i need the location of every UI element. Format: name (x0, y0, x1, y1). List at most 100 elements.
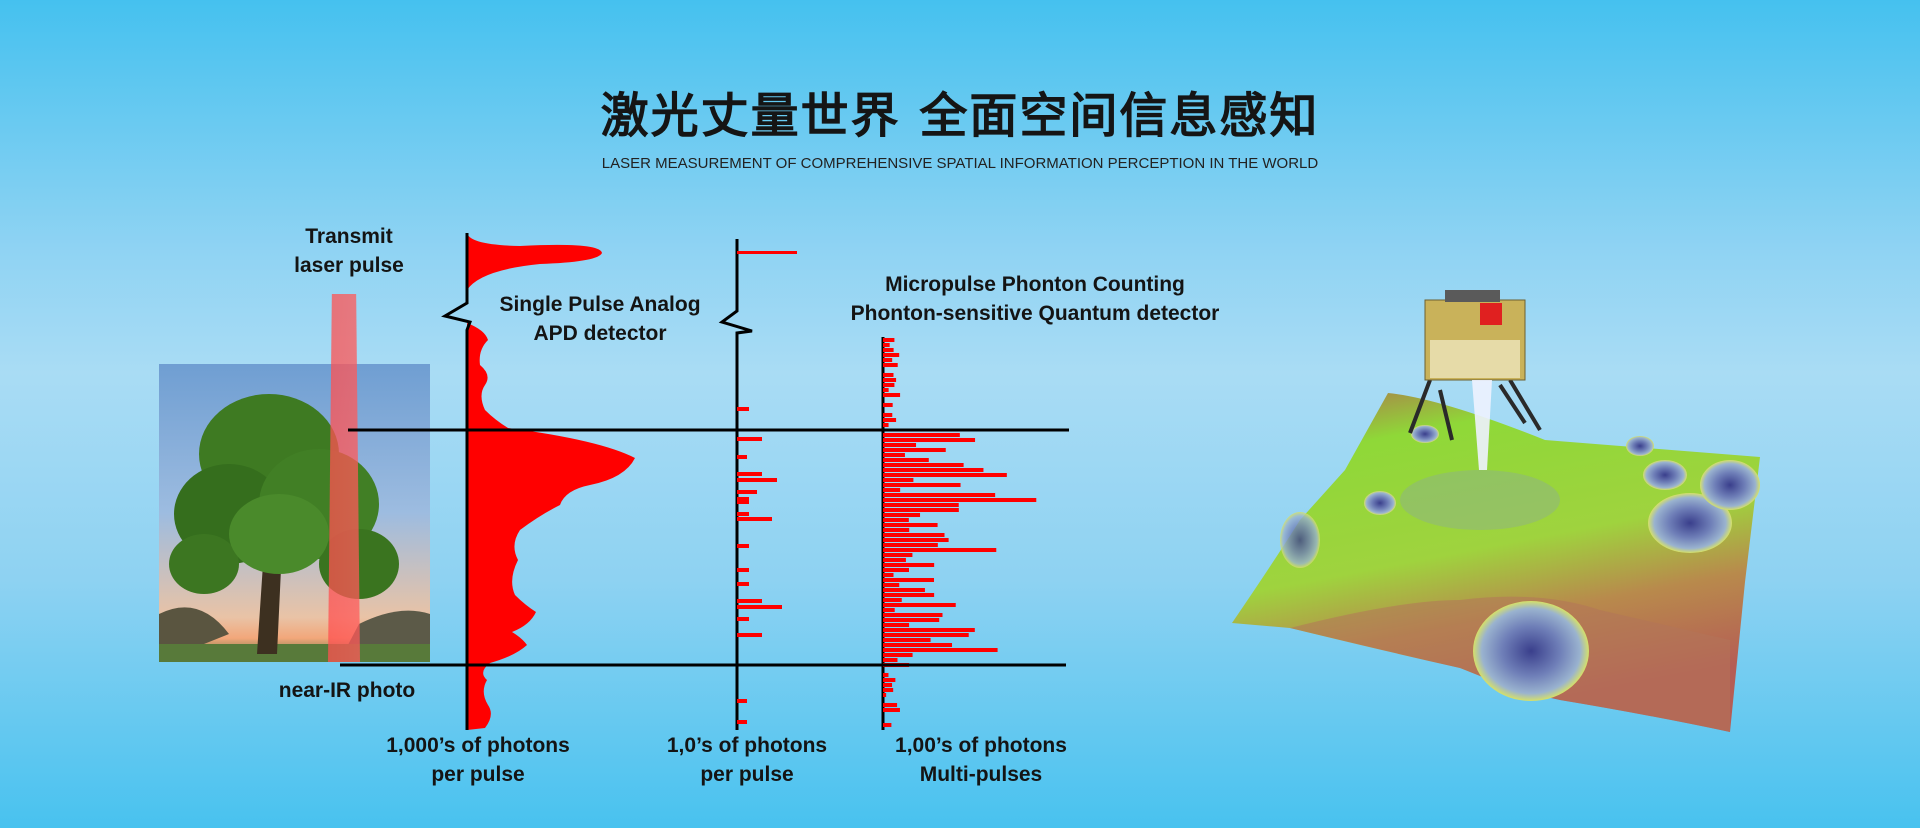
col1-label: 1,000’s of photons per pulse (358, 731, 598, 789)
photon-bar (883, 593, 935, 597)
axis-single-photon (718, 239, 753, 730)
photon-bar (737, 699, 747, 703)
photo-label: near-IR photo (278, 679, 416, 702)
photon-bar (883, 648, 998, 652)
col2-label-line2: per pulse (700, 763, 794, 786)
photon-bar (883, 493, 996, 497)
photon-bar (883, 553, 913, 557)
photon-bar (883, 608, 895, 612)
single-photon-returns (737, 251, 797, 724)
photon-bar (883, 473, 1007, 477)
transmit-label-line2: laser pulse (294, 254, 404, 277)
photon-bar (737, 455, 747, 459)
transmit-label-line1: Transmit (305, 225, 393, 248)
photon-bar (737, 568, 749, 572)
photon-bar (883, 373, 894, 377)
analog-waveform-main (467, 323, 635, 730)
photon-bar (883, 588, 925, 592)
photon-bar (883, 538, 949, 542)
photon-bar (883, 653, 913, 657)
photon-bar (883, 463, 964, 467)
photon-bar (883, 688, 894, 692)
photon-bar (883, 638, 931, 642)
analog-detector-label: Single Pulse Analog APD detector (470, 290, 730, 348)
analog-label-line1: Single Pulse Analog (499, 293, 701, 316)
quantum-label-line1: Micropulse Phonton Counting (885, 273, 1185, 296)
page-title: 激光丈量世界 全面空间信息感知 (600, 88, 1320, 144)
photon-bar (883, 583, 900, 587)
photon-bar (883, 603, 956, 607)
photon-bar (737, 582, 749, 586)
photon-bar (883, 508, 959, 512)
photon-bar (883, 678, 896, 682)
transmit-label: Transmit laser pulse (249, 222, 449, 280)
photon-bar (883, 548, 997, 552)
axis-analog (441, 233, 473, 730)
near-ir-tree-photo (159, 364, 430, 662)
photon-bar (883, 613, 943, 617)
page-subtitle: LASER MEASUREMENT OF COMPREHENSIVE SPATI… (601, 155, 1319, 172)
photon-bar (883, 533, 945, 537)
photon-bar (737, 478, 777, 482)
photon-bar (737, 720, 747, 724)
photon-bar (883, 413, 893, 417)
photon-bar (883, 423, 889, 427)
photon-bar (883, 443, 917, 447)
photon-bar (883, 563, 935, 567)
col1-label-line1: 1,000’s of photons (386, 734, 570, 757)
photon-bar (883, 513, 921, 517)
photon-bar (883, 433, 960, 437)
photon-bar (883, 403, 893, 407)
analog-label-line2: APD detector (533, 322, 667, 345)
photon-bar (883, 558, 906, 562)
photon-bar (883, 448, 946, 452)
photon-bar (883, 343, 890, 347)
photon-bar (883, 658, 898, 662)
photon-bar (883, 503, 959, 507)
photon-bar (883, 438, 976, 442)
multi-pulse-histogram (883, 338, 1037, 727)
photon-bar (737, 512, 749, 516)
photon-bar (883, 703, 898, 707)
lunar-lander (1408, 290, 1542, 470)
col2-label-line1: 1,0’s of photons (666, 734, 828, 757)
photon-bar (883, 523, 938, 527)
photon-bar (883, 598, 902, 602)
photon-bar (883, 573, 894, 577)
col3-label-line1: 1,00’s of photons (895, 734, 1067, 757)
photon-bar (883, 708, 900, 712)
photon-bar (883, 543, 938, 547)
photon-bar (737, 490, 757, 494)
photon-bar (883, 578, 935, 582)
photon-bar (883, 363, 898, 367)
photon-bar (883, 623, 910, 627)
photon-bar (737, 437, 762, 441)
photon-bar (737, 544, 749, 548)
photon-bar (883, 618, 940, 622)
photon-bar (883, 693, 887, 697)
photon-bar (883, 388, 889, 392)
photon-bar (883, 633, 969, 637)
photon-bar (883, 723, 892, 727)
photon-bar (883, 628, 975, 632)
col2-label: 1,0’s of photons per pulse (627, 731, 867, 789)
quantum-detector-label: Micropulse Phonton Counting Phonton-sens… (815, 270, 1255, 328)
photon-bar (737, 617, 749, 621)
photon-bar (883, 528, 910, 532)
photon-bar (737, 497, 749, 501)
photon-bar (883, 378, 897, 382)
lunar-terrain-model (1232, 393, 1760, 732)
photon-bar (883, 683, 893, 687)
photon-bar (883, 643, 953, 647)
photon-bar (737, 599, 762, 603)
photon-bar (883, 348, 894, 352)
photon-bar (737, 251, 797, 254)
quantum-label-line2: Phonton-sensitive Quantum detector (850, 302, 1220, 325)
photon-bar (883, 353, 900, 357)
photon-bar (883, 483, 961, 487)
photon-bar (883, 358, 893, 362)
photon-bar (737, 633, 762, 637)
photon-bar (883, 498, 1037, 502)
photon-bar (737, 407, 749, 411)
photon-bar (883, 418, 897, 422)
